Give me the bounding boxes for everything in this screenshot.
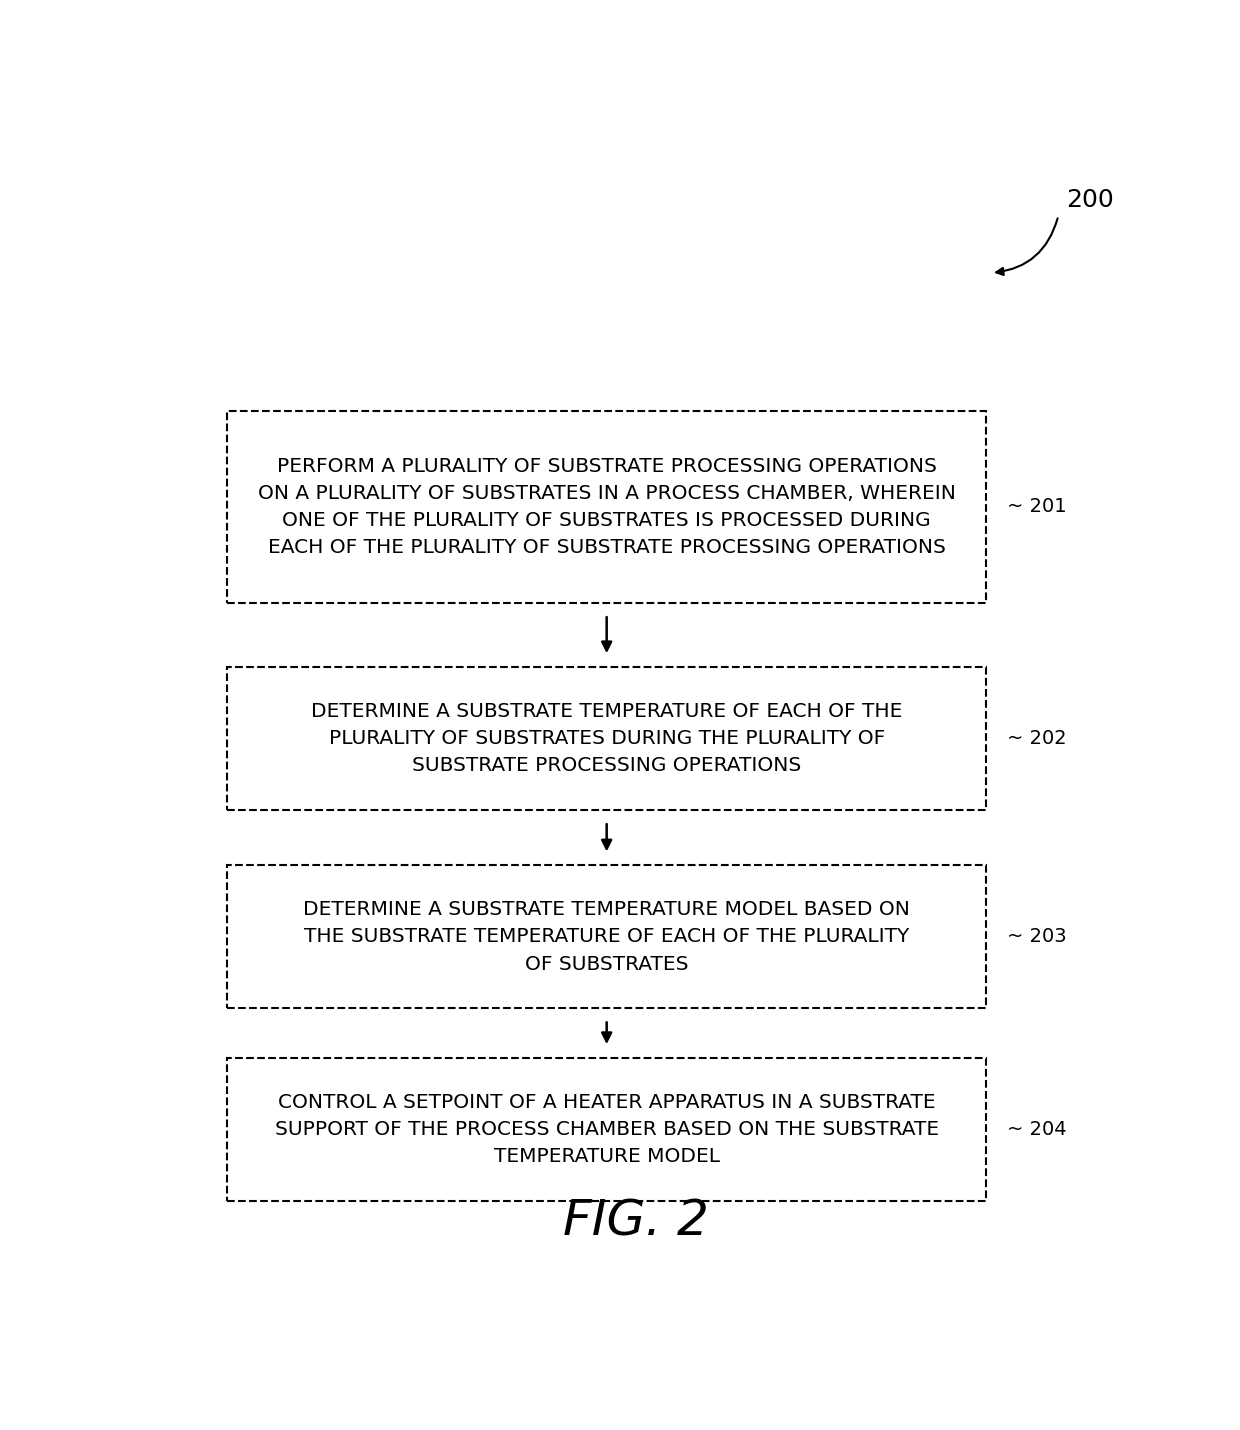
Text: CONTROL A SETPOINT OF A HEATER APPARATUS IN A SUBSTRATE
SUPPORT OF THE PROCESS C: CONTROL A SETPOINT OF A HEATER APPARATUS… [274, 1093, 939, 1167]
Bar [227, 410, 986, 603]
Text: PERFORM A PLURALITY OF SUBSTRATE PROCESSING OPERATIONS
ON A PLURALITY OF SUBSTRA: PERFORM A PLURALITY OF SUBSTRATE PROCESS… [258, 456, 956, 558]
Bar [227, 865, 986, 1008]
Text: 200: 200 [1066, 189, 1114, 212]
Text: ~ 202: ~ 202 [1007, 729, 1068, 748]
Text: DETERMINE A SUBSTRATE TEMPERATURE OF EACH OF THE
PLURALITY OF SUBSTRATES DURING : DETERMINE A SUBSTRATE TEMPERATURE OF EAC… [311, 702, 903, 775]
Text: ~ 201: ~ 201 [1007, 498, 1068, 516]
Text: ~ 204: ~ 204 [1007, 1120, 1068, 1140]
Bar [227, 666, 986, 811]
Bar [227, 1058, 986, 1201]
Text: DETERMINE A SUBSTRATE TEMPERATURE MODEL BASED ON
THE SUBSTRATE TEMPERATURE OF EA: DETERMINE A SUBSTRATE TEMPERATURE MODEL … [304, 899, 910, 974]
Text: ~ 203: ~ 203 [1007, 928, 1068, 947]
Text: FIG. 2: FIG. 2 [563, 1197, 708, 1246]
